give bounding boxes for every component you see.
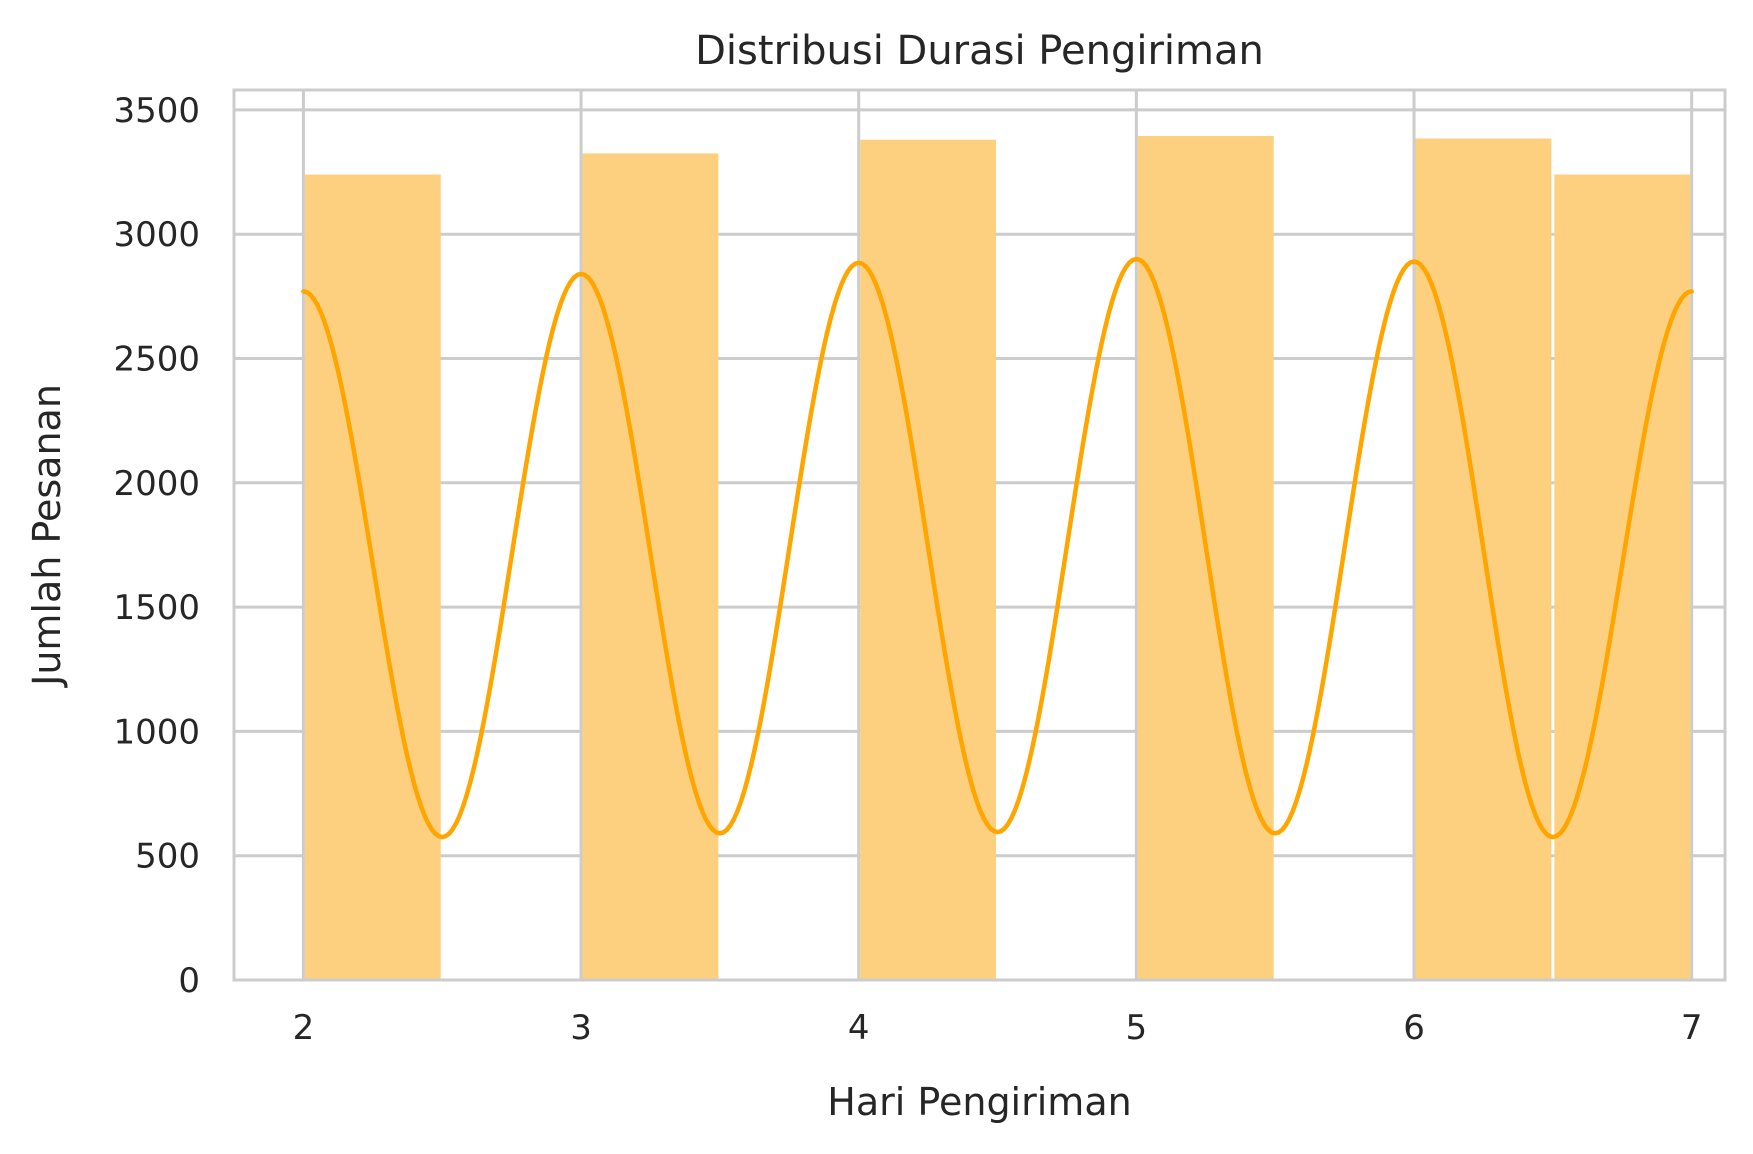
- kde-curve-line: [301, 256, 1694, 840]
- chart-title: Distribusi Durasi Pengiriman: [695, 28, 1264, 74]
- x-axis-label: Hari Pengiriman: [827, 1080, 1131, 1124]
- x-tick-label: 5: [1126, 1008, 1148, 1048]
- y-tick-label: 3500: [113, 91, 200, 131]
- x-axis-ticks: 2 3 4 5 6 7: [293, 1008, 1703, 1048]
- y-axis-label: Jumlah Pesanan: [25, 384, 69, 688]
- x-tick-label: 6: [1403, 1008, 1425, 1048]
- y-tick-label: 1000: [113, 712, 200, 752]
- y-tick-label: 500: [135, 837, 200, 877]
- x-tick-label: 3: [570, 1008, 592, 1048]
- y-tick-label: 3000: [113, 215, 200, 255]
- x-tick-label: 7: [1681, 1008, 1703, 1048]
- y-tick-label: 2000: [113, 464, 200, 504]
- x-tick-label: 4: [848, 1008, 870, 1048]
- y-tick-label: 2500: [113, 339, 200, 379]
- y-axis-ticks: 0 500 1000 1500 2000 2500 3000 3500: [113, 91, 200, 1001]
- plot-area-frame: [232, 88, 1727, 982]
- y-tick-label: 0: [178, 961, 200, 1001]
- y-tick-label: 1500: [113, 588, 200, 628]
- x-tick-label: 2: [293, 1008, 315, 1048]
